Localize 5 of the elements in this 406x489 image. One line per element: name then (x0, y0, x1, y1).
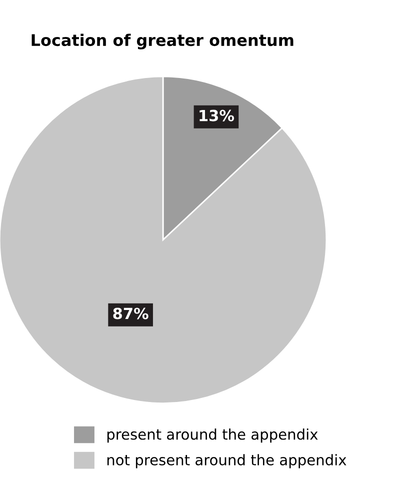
data-label: 87% (113, 308, 148, 320)
data-label: 13% (200, 110, 234, 122)
legend-label: present around the appendix (107, 428, 318, 443)
chart-title: Location of greater omentum (32, 34, 294, 50)
legend-label: not present around the appendix (107, 454, 346, 468)
